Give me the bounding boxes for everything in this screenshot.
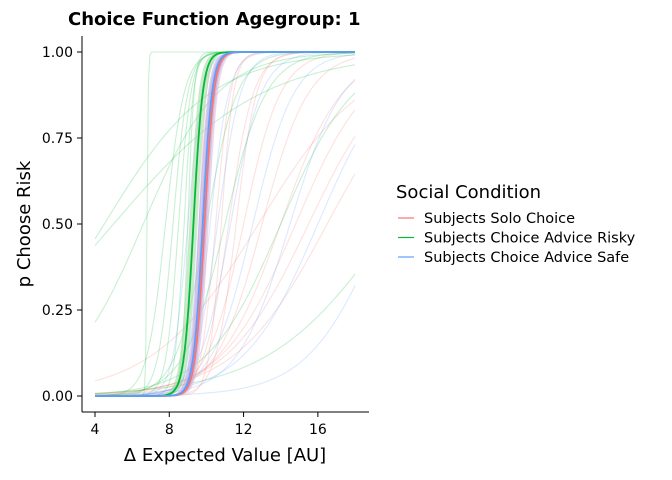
individual-fit-curve <box>94 64 356 246</box>
y-tick-label: 0.75 <box>42 131 73 147</box>
y-axis-title: p Choose Risk <box>14 160 35 287</box>
y-tick-label: 0.50 <box>42 217 73 233</box>
y-tick-label: 1.00 <box>42 45 73 61</box>
individual-fit-curve <box>94 54 356 240</box>
x-axis-ticks: 4 8 12 16 <box>91 412 327 438</box>
y-axis-ticks: 0.00 0.25 0.50 0.75 1.00 <box>42 45 82 405</box>
chart-title: Choice Function Agegroup: 1 <box>68 9 360 30</box>
legend-label: Subjects Choice Advice Risky <box>424 231 636 247</box>
series-line <box>95 51 355 397</box>
individual-fit-curve <box>94 53 356 397</box>
x-tick-label: 8 <box>165 422 174 438</box>
individual-fit-curve <box>94 273 356 394</box>
individual-fit-curve <box>94 109 356 395</box>
x-axis-title: Δ Expected Value [AU] <box>124 445 326 466</box>
individual-fit-curve <box>94 78 356 397</box>
individual-fit-curve <box>95 52 356 397</box>
x-tick-label: 12 <box>235 422 253 438</box>
individual-fit-curve <box>94 92 356 395</box>
legend-label: Subjects Solo Choice <box>424 211 575 227</box>
individual-fit-curve <box>94 136 356 395</box>
individual-fit-curve <box>94 52 356 396</box>
individual-fit-curve <box>94 80 356 396</box>
x-tick-label: 16 <box>309 422 327 438</box>
y-tick-label: 0.25 <box>42 303 73 319</box>
legend-label: Subjects Choice Advice Safe <box>424 250 629 266</box>
individual-fit-curve <box>94 99 356 382</box>
x-tick-label: 4 <box>91 422 100 438</box>
individual-fit-curves <box>94 51 356 397</box>
legend: Social Condition Subjects Solo Choice Sub… <box>396 182 636 266</box>
y-tick-label: 0.00 <box>42 389 73 405</box>
individual-fit-curve <box>94 144 356 396</box>
individual-fit-curve <box>94 57 356 397</box>
group-fit-curves <box>95 51 355 397</box>
individual-fit-curve <box>94 52 356 323</box>
legend-title: Social Condition <box>396 182 541 203</box>
individual-fit-curve <box>94 173 356 395</box>
